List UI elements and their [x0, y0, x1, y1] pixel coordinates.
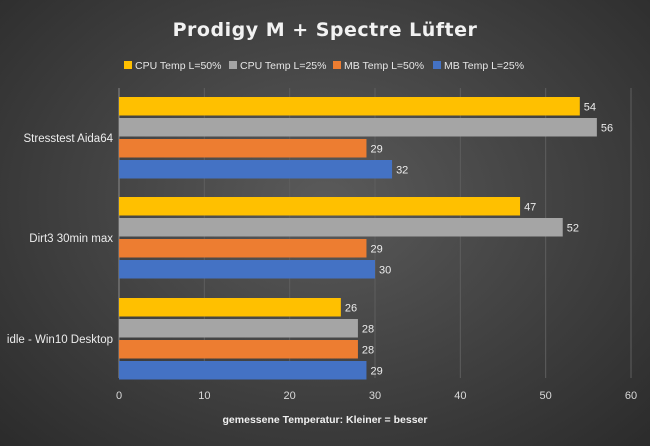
data-label-dirt3-30min-max-mb-temp-l-25: 30	[379, 264, 391, 276]
x-axis-ticks: 0 10 20 30 40 50 60	[116, 390, 637, 402]
bar-stresstest-aida64-mb-temp-l-25	[119, 160, 393, 179]
data-label-idle-win10-desktop-cpu-temp-l-50: 26	[345, 302, 357, 314]
category-label-idle-win10-desktop: idle - Win10 Desktop	[7, 334, 113, 346]
legend-label-mb-temp-l-25: MB Temp L=25%	[444, 60, 524, 72]
legend-label-cpu-temp-l-50: CPU Temp L=50%	[135, 60, 221, 72]
bar-stresstest-aida64-cpu-temp-l-50	[119, 97, 580, 116]
data-label-idle-win10-desktop-cpu-temp-l-25: 28	[362, 323, 374, 335]
bar-dirt3-30min-max-cpu-temp-l-25	[119, 218, 563, 237]
bar-dirt3-30min-max-mb-temp-l-50	[119, 239, 367, 258]
legend-swatch-cpu-temp-l-25	[229, 61, 237, 69]
x-tick-label-0: 0	[116, 390, 122, 402]
bars: 54 56 29 32 47 52 29 30 26 28 28 29	[119, 97, 613, 380]
bar-dirt3-30min-max-mb-temp-l-25	[119, 260, 375, 279]
legend-swatch-cpu-temp-l-50	[124, 61, 132, 69]
bar-idle-win10-desktop-cpu-temp-l-25	[119, 319, 358, 338]
x-tick-label-30: 30	[369, 390, 381, 402]
bar-idle-win10-desktop-mb-temp-l-25	[119, 361, 367, 380]
x-tick-label-20: 20	[284, 390, 296, 402]
x-tick-label-10: 10	[198, 390, 210, 402]
x-tick-label-40: 40	[454, 390, 466, 402]
category-label-stresstest-aida64: Stresstest Aida64	[24, 133, 114, 145]
data-label-idle-win10-desktop-mb-temp-l-50: 28	[362, 344, 374, 356]
bar-stresstest-aida64-cpu-temp-l-25	[119, 118, 597, 137]
data-label-idle-win10-desktop-mb-temp-l-25: 29	[370, 365, 382, 377]
bar-idle-win10-desktop-mb-temp-l-50	[119, 340, 358, 359]
category-label-dirt3-30min-max: Dirt3 30min max	[29, 233, 113, 245]
data-label-dirt3-30min-max-mb-temp-l-50: 29	[370, 243, 382, 255]
x-axis-label: gemessene Temperatur: Kleiner = besser	[223, 414, 428, 426]
bar-stresstest-aida64-mb-temp-l-50	[119, 139, 367, 158]
data-label-dirt3-30min-max-cpu-temp-l-25: 52	[567, 222, 579, 234]
data-label-stresstest-aida64-cpu-temp-l-25: 56	[601, 122, 613, 134]
bar-dirt3-30min-max-cpu-temp-l-50	[119, 197, 521, 216]
x-tick-label-60: 60	[625, 390, 637, 402]
chart-title: Prodigy M + Spectre Lüfter	[173, 19, 478, 41]
data-label-stresstest-aida64-cpu-temp-l-50: 54	[584, 101, 596, 113]
legend: CPU Temp L=50% CPU Temp L=25% MB Temp L=50…	[124, 60, 524, 72]
x-tick-label-50: 50	[540, 390, 552, 402]
data-label-stresstest-aida64-mb-temp-l-50: 29	[370, 143, 382, 155]
bar-idle-win10-desktop-cpu-temp-l-50	[119, 298, 341, 317]
category-labels: Stresstest Aida64 Dirt3 30min max idle - W…	[7, 133, 114, 346]
legend-swatch-mb-temp-l-25	[433, 61, 441, 69]
legend-swatch-mb-temp-l-50	[333, 61, 341, 69]
legend-label-cpu-temp-l-25: CPU Temp L=25%	[240, 60, 326, 72]
data-label-stresstest-aida64-mb-temp-l-25: 32	[396, 164, 408, 176]
data-label-dirt3-30min-max-cpu-temp-l-50: 47	[524, 201, 536, 213]
legend-label-mb-temp-l-50: MB Temp L=50%	[344, 60, 424, 72]
